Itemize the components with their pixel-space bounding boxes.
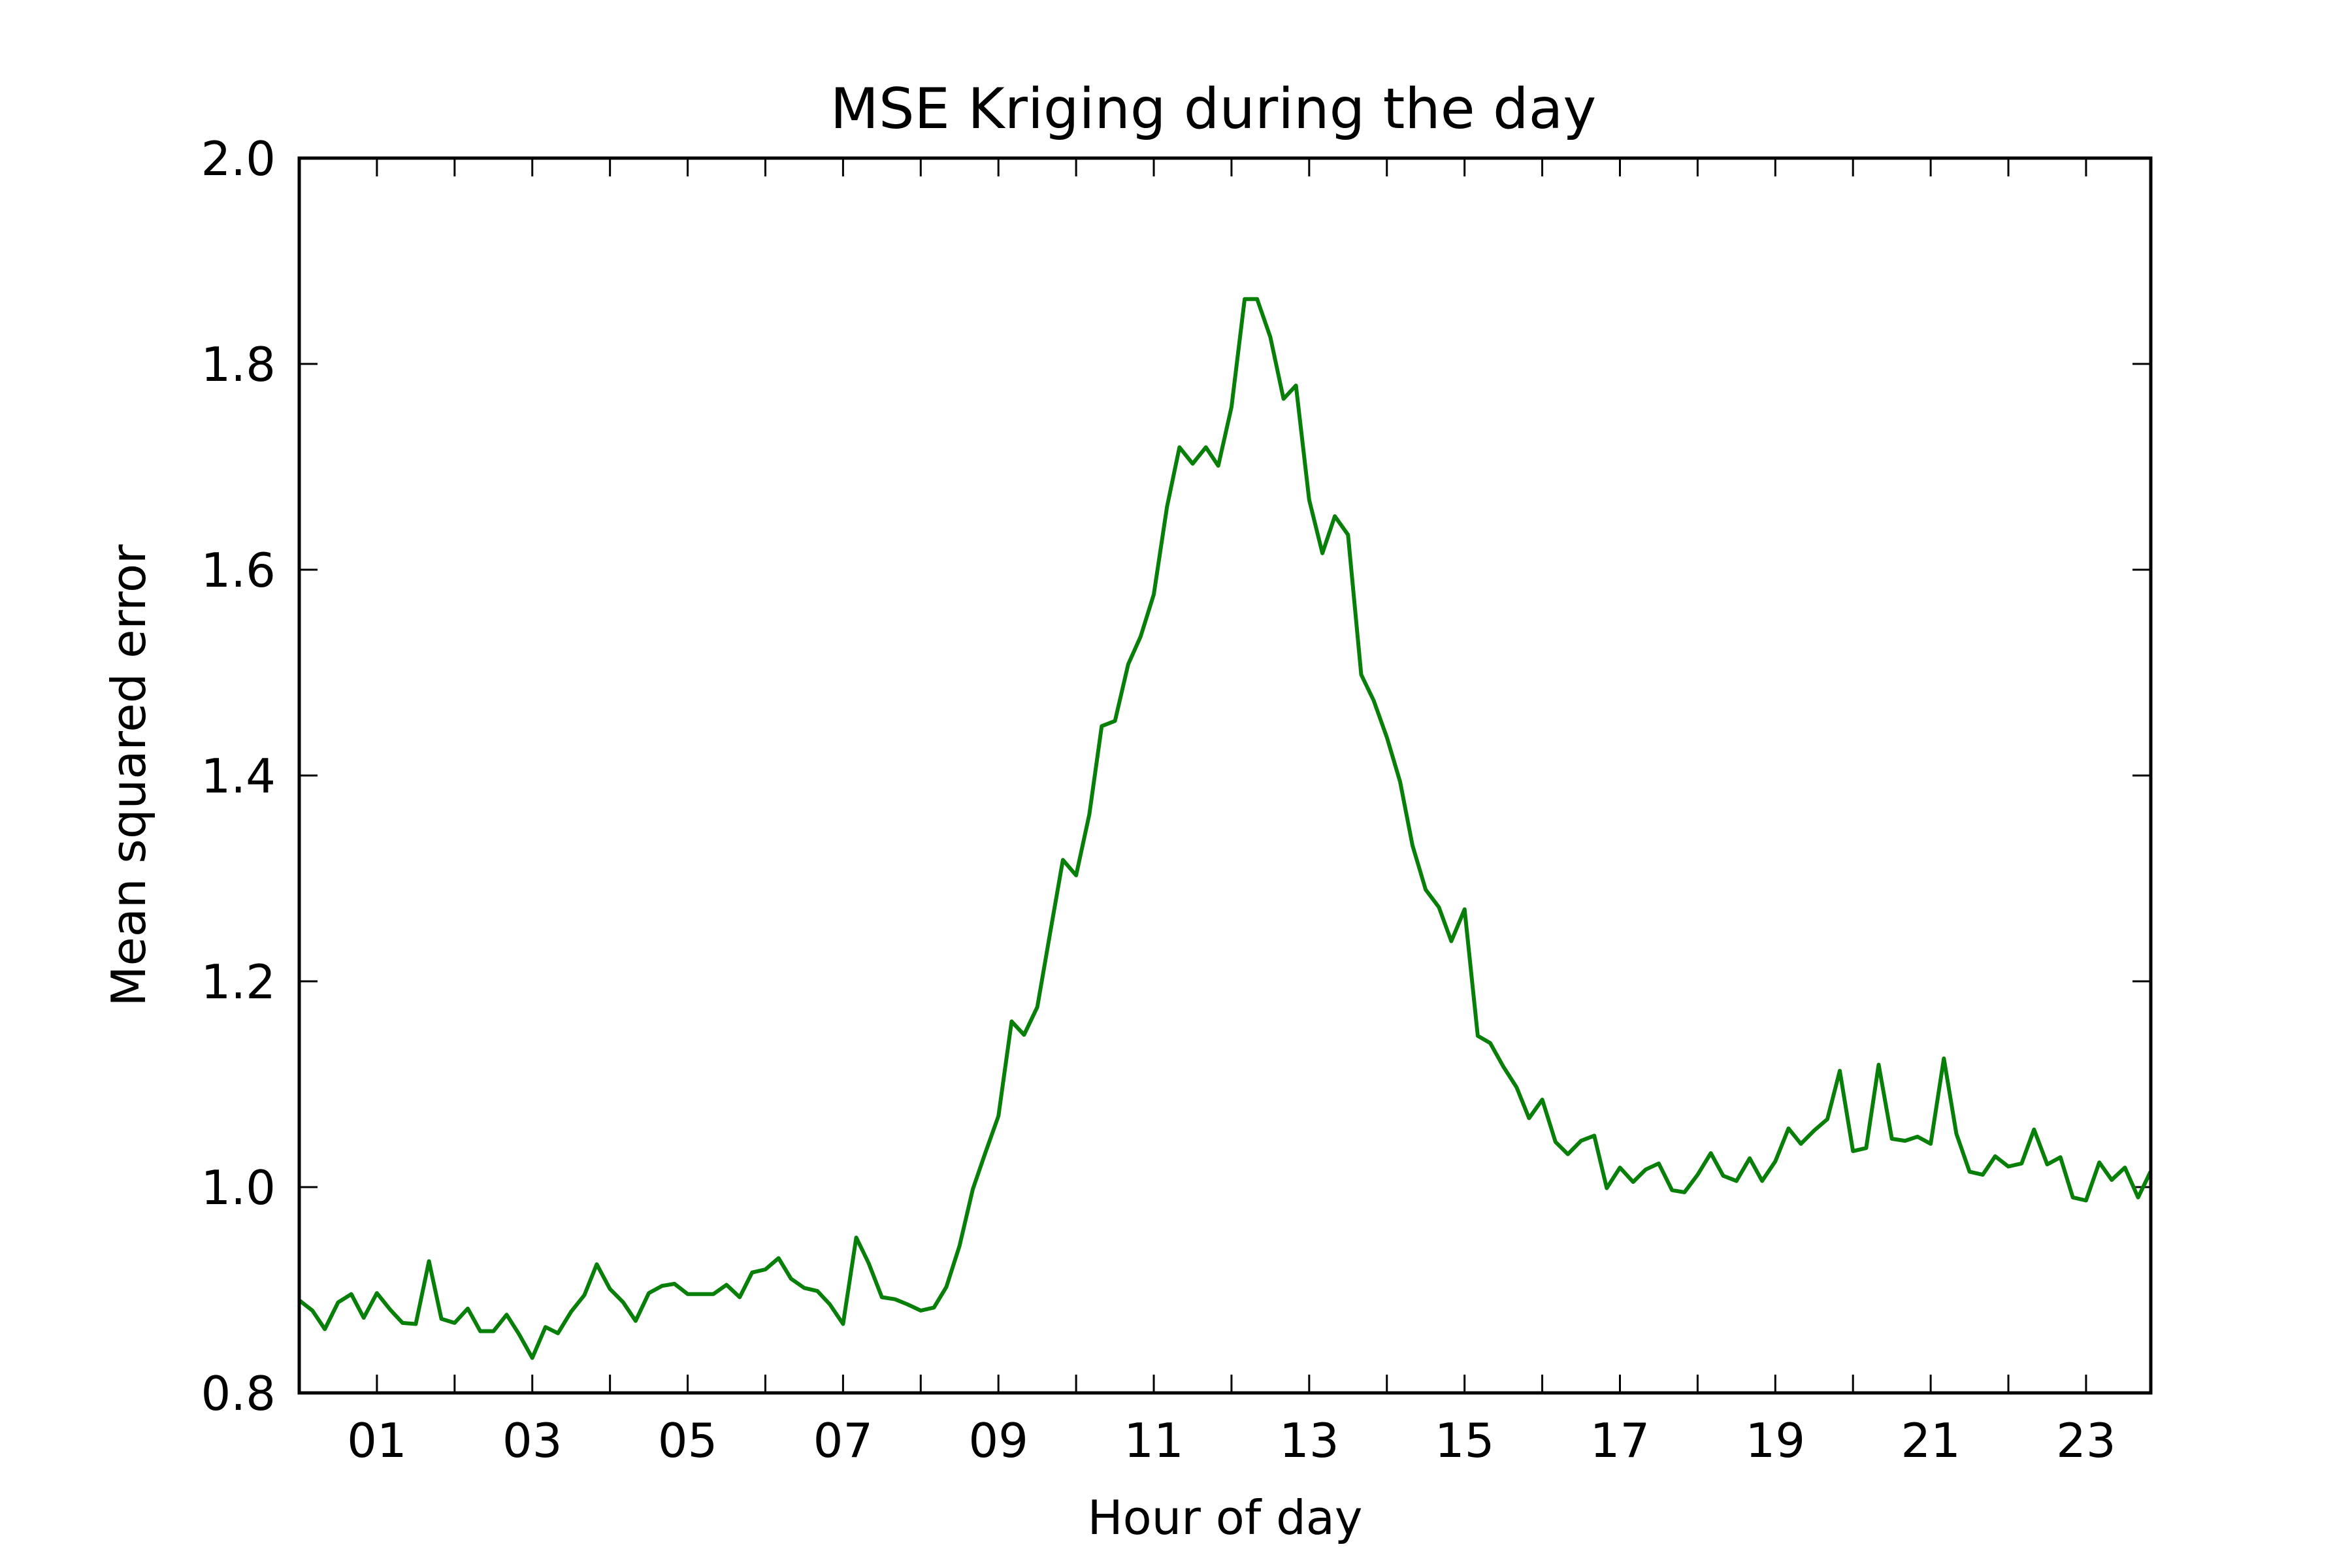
x-tick-label: 23	[2056, 1413, 2116, 1468]
x-tick-label: 15	[1435, 1413, 1495, 1468]
series-layer	[298, 297, 2153, 1360]
x-tick-label: 19	[1745, 1413, 1805, 1468]
x-tick-label: 05	[658, 1413, 718, 1468]
y-tick-label: 1.8	[201, 337, 276, 392]
y-axis-ticks: 0.8 1.0 1.2 1.4 1.6 1.8 2.0	[201, 131, 2151, 1421]
x-tick-label: 21	[1901, 1413, 1961, 1468]
x-tick-label: 07	[813, 1413, 874, 1468]
x-tick-label: 11	[1124, 1413, 1184, 1468]
y-tick-label: 1.2	[201, 955, 276, 1009]
x-tick-label: 03	[502, 1413, 563, 1468]
y-tick-label: 0.8	[201, 1366, 276, 1421]
chart-title: MSE Kriging during the day	[830, 76, 1596, 142]
x-tick-label: 09	[968, 1413, 1028, 1468]
y-tick-label: 1.4	[201, 749, 276, 804]
y-tick-label: 1.0	[201, 1160, 276, 1215]
x-tick-label: 01	[347, 1413, 407, 1468]
x-axis-ticks: 01 03 05 07 09 11 13 15 17 19 21 23	[347, 158, 2116, 1468]
x-tick-label: 17	[1590, 1413, 1650, 1468]
x-axis-label: Hour of day	[1087, 1490, 1362, 1545]
x-tick-label: 13	[1279, 1413, 1339, 1468]
y-axis-label: Mean squared error	[101, 544, 156, 1007]
y-tick-label: 1.6	[201, 543, 276, 598]
series-line	[298, 297, 2153, 1360]
plot-frame	[297, 156, 2153, 1395]
y-tick-label: 2.0	[201, 131, 276, 186]
